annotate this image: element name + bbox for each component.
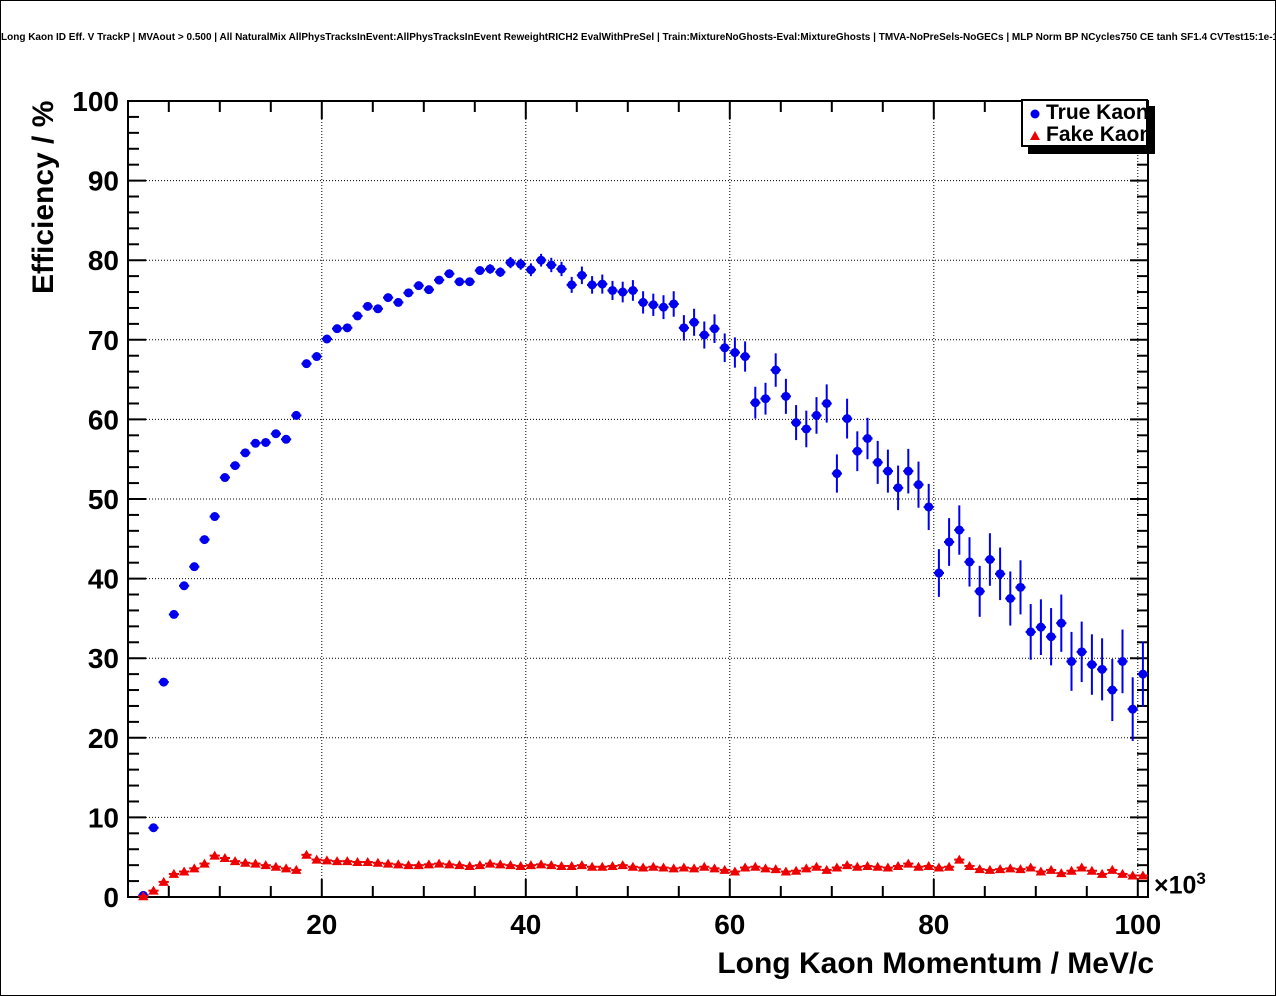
y-axis-title: Efficiency / % bbox=[27, 100, 60, 294]
fake-kaon-triangle-icon bbox=[1028, 128, 1042, 142]
gridlines bbox=[128, 101, 1148, 897]
svg-text:60: 60 bbox=[714, 909, 745, 940]
svg-text:40: 40 bbox=[510, 909, 541, 940]
legend-entry-fake-kaon: Fake Kaon bbox=[1023, 123, 1152, 146]
plot-title: Long Kaon ID Eff. V TrackP | MVAout > 0.… bbox=[1, 32, 1276, 43]
legend-label-true-kaon: True Kaon bbox=[1046, 101, 1149, 124]
x-axis-exponent-label: ×103 bbox=[1154, 869, 1206, 900]
true-kaon-circle-icon bbox=[1028, 106, 1042, 120]
svg-text:100: 100 bbox=[72, 86, 119, 117]
legend: True Kaon Fake Kaon bbox=[1021, 99, 1152, 147]
svg-text:30: 30 bbox=[88, 643, 119, 674]
svg-text:100: 100 bbox=[1114, 909, 1161, 940]
exponent-base: ×10 bbox=[1154, 871, 1197, 900]
x-tick-labels: 20 40 60 80 100 bbox=[306, 909, 1161, 940]
svg-text:90: 90 bbox=[88, 166, 119, 197]
legend-entry-true-kaon: True Kaon bbox=[1023, 101, 1149, 124]
svg-text:60: 60 bbox=[88, 404, 119, 435]
exponent-power: 3 bbox=[1196, 869, 1206, 888]
svg-text:80: 80 bbox=[918, 909, 949, 940]
svg-text:80: 80 bbox=[88, 245, 119, 276]
svg-text:50: 50 bbox=[88, 484, 119, 515]
legend-label-fake-kaon: Fake Kaon bbox=[1046, 123, 1153, 146]
svg-text:10: 10 bbox=[88, 802, 119, 833]
svg-text:70: 70 bbox=[88, 325, 119, 356]
svg-text:40: 40 bbox=[88, 564, 119, 595]
series-fake-kaon bbox=[138, 849, 1149, 901]
series-true-kaon bbox=[138, 253, 1148, 900]
svg-text:20: 20 bbox=[88, 723, 119, 754]
svg-text:0: 0 bbox=[103, 882, 119, 913]
y-tick-labels: 0 10 20 30 40 50 60 70 80 90 100 bbox=[72, 86, 119, 913]
svg-text:20: 20 bbox=[306, 909, 337, 940]
x-axis-title: Long Kaon Momentum / MeV/c bbox=[717, 947, 1154, 980]
